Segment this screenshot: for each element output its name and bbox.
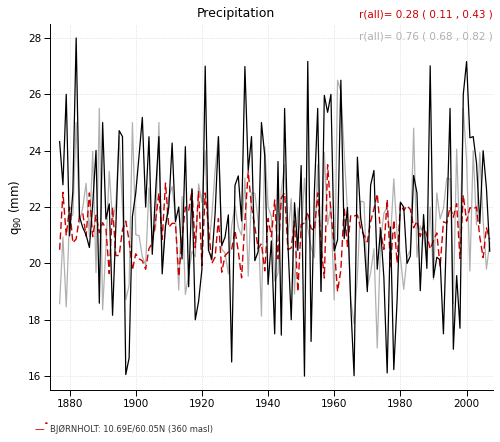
Text: BJØRNHOLT: 10.69E/60.05N (360 masl): BJØRNHOLT: 10.69E/60.05N (360 masl) xyxy=(50,425,213,434)
Title: Precipitation: Precipitation xyxy=(197,7,275,20)
Text: —: — xyxy=(35,424,44,434)
Text: r(all)= 0.28 ( 0.11 , 0.43 ): r(all)= 0.28 ( 0.11 , 0.43 ) xyxy=(360,9,493,19)
Text: r(all)= 0.76 ( 0.68 , 0.82 ): r(all)= 0.76 ( 0.68 , 0.82 ) xyxy=(360,31,493,41)
Y-axis label: q$_{90}$ (mm): q$_{90}$ (mm) xyxy=(7,179,24,235)
